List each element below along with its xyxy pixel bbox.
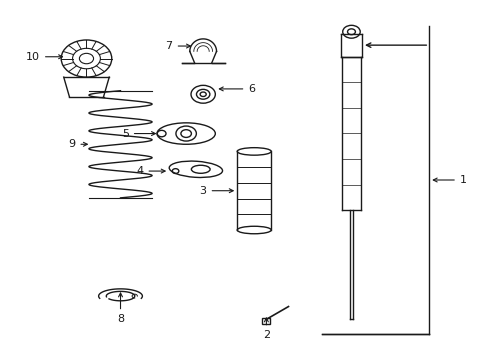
Text: 6: 6 xyxy=(219,84,255,94)
Text: 5: 5 xyxy=(122,129,155,139)
Text: 2: 2 xyxy=(262,318,269,341)
Text: 4: 4 xyxy=(136,166,165,176)
Text: 7: 7 xyxy=(165,41,190,51)
Text: 9: 9 xyxy=(68,139,87,149)
Text: 8: 8 xyxy=(117,293,124,324)
Text: 3: 3 xyxy=(199,186,233,196)
Text: 10: 10 xyxy=(26,52,62,62)
Text: 1: 1 xyxy=(432,175,466,185)
